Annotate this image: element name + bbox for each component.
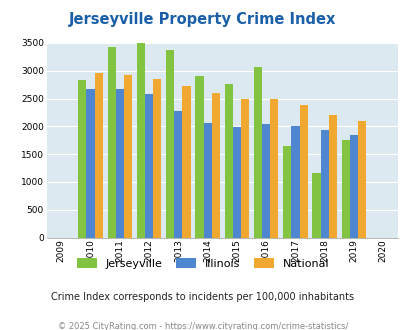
Bar: [166, 50, 174, 238]
Bar: [224, 84, 232, 238]
Bar: [232, 127, 241, 238]
Bar: [312, 173, 320, 238]
Bar: [241, 99, 249, 238]
Bar: [107, 47, 115, 238]
Bar: [203, 123, 211, 238]
Bar: [86, 89, 94, 238]
Text: Jerseyville Property Crime Index: Jerseyville Property Crime Index: [69, 12, 336, 26]
Text: Crime Index corresponds to incidents per 100,000 inhabitants: Crime Index corresponds to incidents per…: [51, 292, 354, 302]
Bar: [136, 44, 145, 238]
Legend: Jerseyville, Illinois, National: Jerseyville, Illinois, National: [77, 258, 328, 269]
Text: © 2025 CityRating.com - https://www.cityrating.com/crime-statistics/: © 2025 CityRating.com - https://www.city…: [58, 322, 347, 330]
Bar: [328, 115, 336, 238]
Bar: [94, 73, 102, 238]
Bar: [349, 135, 357, 238]
Bar: [174, 111, 182, 238]
Bar: [341, 140, 349, 238]
Bar: [357, 121, 365, 238]
Bar: [145, 93, 153, 238]
Bar: [282, 147, 291, 238]
Bar: [124, 75, 132, 238]
Bar: [262, 123, 270, 238]
Bar: [299, 105, 307, 238]
Bar: [270, 99, 278, 238]
Bar: [182, 86, 190, 238]
Bar: [195, 76, 203, 238]
Bar: [253, 67, 262, 238]
Bar: [115, 89, 124, 238]
Bar: [291, 126, 299, 238]
Bar: [211, 93, 220, 238]
Bar: [78, 80, 86, 238]
Bar: [320, 130, 328, 238]
Bar: [153, 79, 161, 238]
